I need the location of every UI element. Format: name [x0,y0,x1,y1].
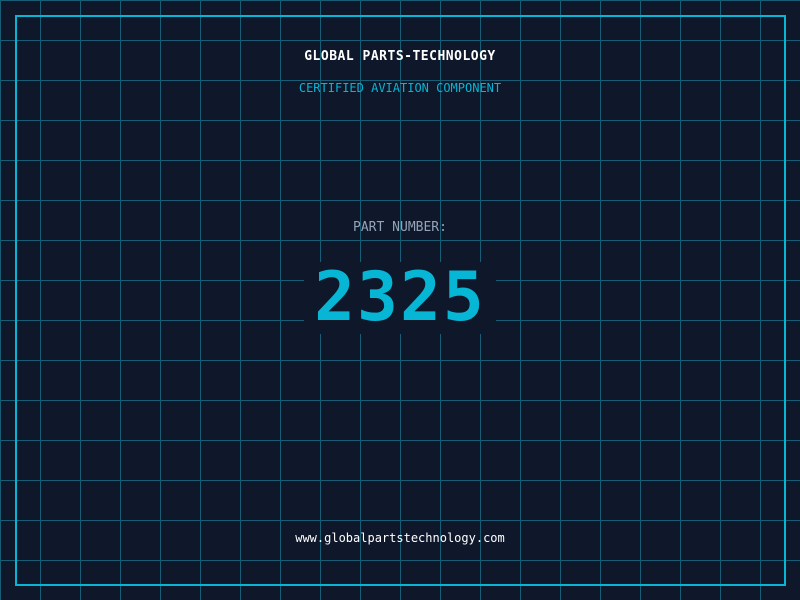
company-title: GLOBAL PARTS-TECHNOLOGY [304,49,496,64]
website-url: www.globalpartstechnology.com [295,531,505,545]
part-number-value: 2325 [304,262,496,334]
part-number-label: PART NUMBER: [353,220,447,235]
part-number-display: 2325 [0,262,800,334]
border-frame [15,15,786,586]
subtitle: CERTIFIED AVIATION COMPONENT [298,81,502,95]
